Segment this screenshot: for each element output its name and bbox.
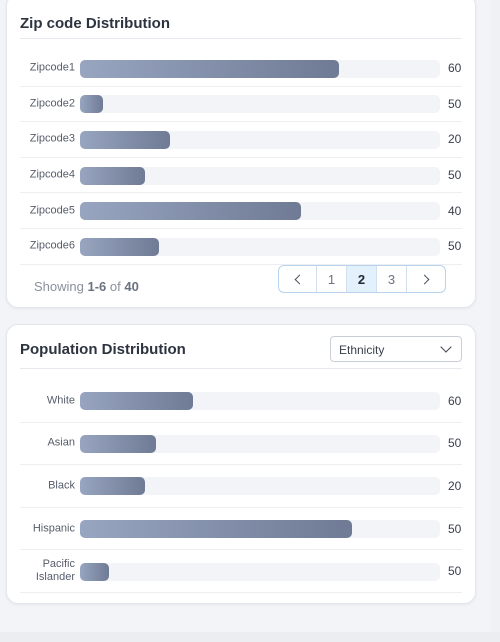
row-label: Hispanic [32, 522, 75, 535]
bar-track [80, 166, 440, 185]
row-value: 50 [448, 168, 462, 183]
page-1-button[interactable]: 1 [317, 266, 347, 292]
bar-fill [80, 130, 170, 149]
zipcode-row: Zipcode6 50 [20, 229, 462, 265]
population-distribution-card: Population Distribution Ethnicity White 6… [6, 324, 476, 604]
row-label: Zipcode2 [29, 97, 75, 110]
row-label: Zipcode4 [29, 168, 75, 181]
bar-track [80, 237, 440, 256]
showing-count: Showing 1-6 of 40 [34, 279, 139, 294]
row-value: 20 [448, 132, 462, 147]
row-value: 50 [448, 564, 462, 579]
page-2-button[interactable]: 2 [347, 266, 377, 292]
zipcode-card-title: Zip code Distribution [20, 15, 170, 32]
bar-fill [80, 95, 104, 114]
bottom-gutter [0, 632, 500, 642]
bar-fill [80, 434, 156, 453]
population-row: Black 20 [20, 465, 462, 508]
showing-total: 40 [124, 279, 139, 294]
zipcode-row: Zipcode5 40 [20, 193, 462, 229]
bar-fill [80, 392, 194, 411]
bar-track [80, 520, 440, 539]
zipcode-row: Zipcode3 20 [20, 122, 462, 158]
bar-track [80, 562, 440, 581]
bar-track [80, 95, 440, 114]
population-row: White 60 [20, 380, 462, 423]
next-page-button[interactable] [407, 266, 445, 292]
showing-range: 1-6 [87, 279, 107, 294]
row-value: 20 [448, 478, 462, 493]
page-3-button[interactable]: 3 [377, 266, 407, 292]
bar-fill [80, 237, 160, 256]
row-value: 40 [448, 203, 462, 218]
row-label: White [46, 394, 75, 407]
pagination: 1 2 3 [278, 265, 446, 293]
row-label: Zipcode1 [29, 61, 75, 74]
zipcode-row: Zipcode4 50 [20, 158, 462, 194]
bar-track [80, 392, 440, 411]
showing-prefix: Showing [34, 279, 88, 294]
bar-track [80, 130, 440, 149]
population-card-title: Population Distribution [20, 341, 186, 358]
chevron-right-icon [419, 274, 430, 284]
row-label: Pacific Islander [35, 558, 75, 584]
bar-fill [80, 520, 352, 539]
row-label: Asian [47, 436, 75, 449]
showing-of: of [106, 279, 125, 294]
row-value: 50 [448, 521, 462, 536]
row-label: Black [48, 479, 75, 492]
row-value: 50 [448, 436, 462, 451]
population-row: Hispanic 50 [20, 508, 462, 551]
zipcode-row: Zipcode1 60 [20, 51, 462, 87]
prev-page-button[interactable] [279, 266, 317, 292]
chevron-down-icon [440, 341, 452, 353]
title-divider [20, 368, 462, 369]
bar-track [80, 202, 440, 221]
bar-track [80, 477, 440, 496]
zipcode-distribution-card: Zip code Distribution Zipcode1 60 Zipcode2… [6, 0, 476, 308]
population-row: Pacific Islander 50 [20, 550, 462, 593]
bar-fill [80, 562, 109, 581]
zipcode-row: Zipcode2 50 [20, 87, 462, 123]
title-divider [20, 38, 462, 39]
chevron-left-icon [294, 274, 304, 284]
dropdown-value: Ethnicity [339, 343, 385, 357]
right-gutter [490, 0, 500, 642]
row-value: 60 [448, 61, 462, 76]
ethnicity-dropdown[interactable]: Ethnicity [330, 336, 462, 362]
bar-fill [80, 477, 145, 496]
bar-track [80, 434, 440, 453]
population-row: Asian 50 [20, 423, 462, 466]
row-value: 60 [448, 393, 462, 408]
row-label: Zipcode6 [29, 239, 75, 252]
row-value: 50 [448, 96, 462, 111]
row-label: Zipcode5 [29, 204, 75, 217]
row-label: Zipcode3 [29, 132, 75, 145]
bar-track [80, 59, 440, 78]
bar-fill [80, 59, 340, 78]
row-value: 50 [448, 239, 462, 254]
bar-fill [80, 166, 145, 185]
bar-fill [80, 202, 302, 221]
